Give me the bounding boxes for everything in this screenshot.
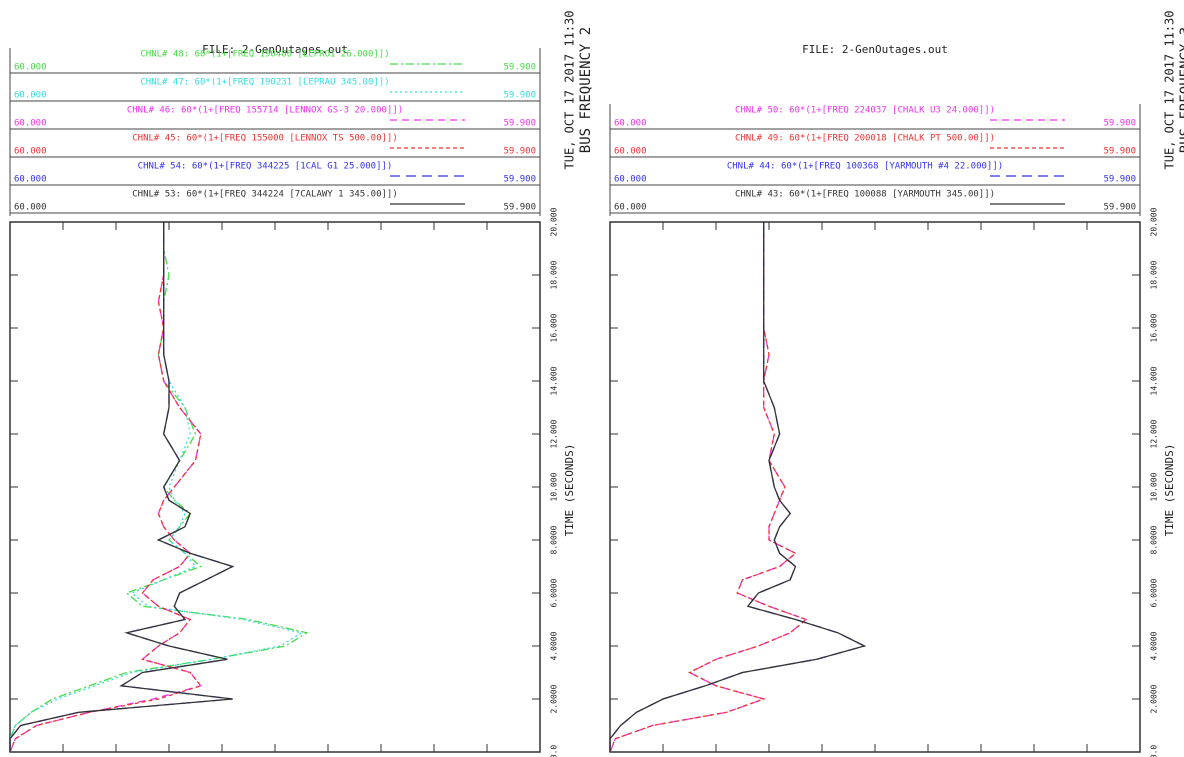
series-line <box>9 222 202 753</box>
scale-label: 60.000 <box>614 203 647 213</box>
x-tick-label: 2.0000 <box>550 684 559 713</box>
series-line <box>609 222 867 752</box>
x-tick-label: 14.000 <box>550 366 559 395</box>
panel: FILE: 2-GenOutages.out TUE, OCT 17 2017 1… <box>609 11 1184 757</box>
x-tick-label: 6.0000 <box>550 578 559 607</box>
legend-entry: CHNL# 43: 60*(1+[FREQ 100088 [YARMOUTH 3… <box>735 190 995 200</box>
legend-entry: CHNL# 49: 60*(1+[FREQ 200018 [CHALK PT 5… <box>735 134 995 144</box>
plot-frame <box>9 221 541 753</box>
legend-entry: CHNL# 48: 60*(1+[FREQ 190486 [LEPRO1 26.… <box>140 50 389 60</box>
plot-title: BUS FREQUENCY 2 <box>578 27 594 153</box>
legend-entry: CHNL# 45: 60*(1+[FREQ 155000 [LENNOX TS … <box>132 134 398 144</box>
date-stamp: TUE, OCT 17 2017 11:30 <box>1163 11 1177 170</box>
scale-label: 59.900 <box>503 63 536 73</box>
x-tick-label: 10.000 <box>550 472 559 501</box>
legend-entry: CHNL# 54: 60*(1+[FREQ 344225 [1CAL G1 25… <box>138 162 393 172</box>
series-line <box>609 222 808 753</box>
scale-label: 60.000 <box>14 203 47 213</box>
legend-entry: CHNL# 46: 60*(1+[FREQ 155714 [LENNOX GS-… <box>127 106 403 116</box>
scale-label: 59.900 <box>1103 147 1136 157</box>
x-tick-label: 0.0 <box>550 745 559 757</box>
scale-label: 60.000 <box>14 119 47 129</box>
series-line <box>9 222 235 752</box>
x-tick-label: 18.000 <box>550 260 559 289</box>
scale-label: 59.900 <box>1103 175 1136 185</box>
x-tick-label: 18.000 <box>1150 260 1159 289</box>
series-line <box>609 222 867 752</box>
legend-entry: CHNL# 47: 60*(1+[FREQ 190231 [LEPRAU 345… <box>140 78 389 88</box>
scale-label: 59.900 <box>503 119 536 129</box>
scale-label: 60.000 <box>614 175 647 185</box>
x-tick-label: 8.0000 <box>1150 525 1159 554</box>
scale-label: 59.900 <box>503 175 536 185</box>
x-axis-label: TIME (SECONDS) <box>563 444 576 537</box>
panel: FILE: 2-GenOutages.out TUE, OCT 17 2017 1… <box>9 11 594 757</box>
date-stamp: TUE, OCT 17 2017 11:30 <box>563 11 577 170</box>
scale-label: 60.000 <box>14 147 47 157</box>
plot-title: BUS FREQUENCY 3 <box>1178 27 1184 153</box>
file-title: FILE: 2-GenOutages.out <box>202 43 348 56</box>
x-tick-label: 12.000 <box>550 419 559 448</box>
scale-label: 60.000 <box>14 63 47 73</box>
x-tick-label: 16.000 <box>1150 313 1159 342</box>
x-tick-label: 2.0000 <box>1150 684 1159 713</box>
legend-entry: CHNL# 53: 60*(1+[FREQ 344224 [7CALAWY 1 … <box>132 190 398 200</box>
series-line <box>609 222 808 753</box>
scale-label: 60.000 <box>614 147 647 157</box>
x-tick-label: 6.0000 <box>1150 578 1159 607</box>
legend-entry: CHNL# 44: 60*(1+[FREQ 100368 [YARMOUTH #… <box>727 162 1003 172</box>
x-tick-label: 4.0000 <box>550 631 559 660</box>
x-tick-label: 0.0 <box>1150 745 1159 757</box>
x-tick-label: 12.000 <box>1150 419 1159 448</box>
x-axis-label: TIME (SECONDS) <box>1163 444 1176 537</box>
scale-label: 60.000 <box>14 175 47 185</box>
legend-entry: CHNL# 50: 60*(1+[FREQ 224037 [CHALK U3 2… <box>735 106 995 116</box>
series-line <box>9 222 202 753</box>
scale-label: 59.900 <box>503 91 536 101</box>
series-line <box>9 222 235 752</box>
scale-label: 59.900 <box>1103 119 1136 129</box>
x-tick-label: 20.000 <box>1150 207 1159 236</box>
series-line <box>9 222 304 752</box>
scale-label: 59.900 <box>503 147 536 157</box>
file-title: FILE: 2-GenOutages.out <box>802 43 948 56</box>
x-tick-label: 4.0000 <box>1150 631 1159 660</box>
x-tick-label: 14.000 <box>1150 366 1159 395</box>
x-tick-label: 8.0000 <box>550 525 559 554</box>
x-tick-label: 20.000 <box>550 207 559 236</box>
scale-label: 59.900 <box>503 203 536 213</box>
scale-label: 59.900 <box>1103 203 1136 213</box>
scale-label: 60.000 <box>614 119 647 129</box>
scale-label: 60.000 <box>14 91 47 101</box>
x-tick-label: 10.000 <box>1150 472 1159 501</box>
x-tick-label: 16.000 <box>550 313 559 342</box>
